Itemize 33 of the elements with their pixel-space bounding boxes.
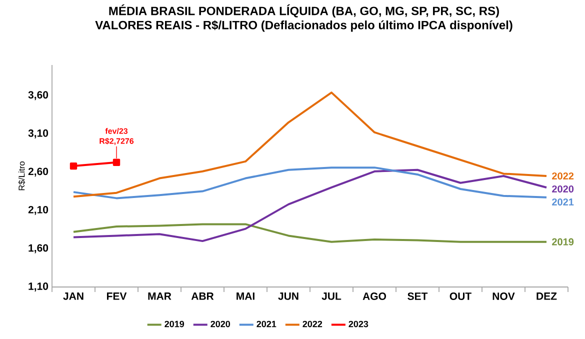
legend-label: 2020 [210, 320, 230, 328]
line-series [72, 166, 548, 200]
legend-label: 2022 [302, 320, 322, 328]
x-tick-label: MAR [148, 292, 172, 300]
x-tick-label: NOV [492, 292, 515, 300]
y-tick-label: 1,60 [28, 244, 48, 254]
annotation: fev/23 R$2,7276 [100, 128, 134, 146]
y-tick-label: 2,60 [28, 168, 48, 177]
chart-subtitle: VALORES REAIS - R$/LITRO (Deflacionados pelo último IPCA disponível) [95, 20, 512, 32]
x-tick-label: SET [408, 292, 428, 300]
text: 2020 [552, 185, 574, 193]
text: 2019 [552, 238, 574, 246]
y-axis-title: R$/Litro [18, 161, 26, 190]
chart-title: MÉDIA BRASIL PONDERADA LÍQUIDA (BA, GO, MG, SP, PR, SC, RS) [109, 4, 499, 18]
text: 2022 [552, 172, 574, 180]
legend-label: 2023 [348, 320, 368, 328]
y-tick-label: 3,60 [28, 91, 48, 100]
y-tick-label: 3,10 [28, 129, 48, 138]
x-tick-label: ABR [191, 292, 214, 300]
x-tick-label: OUT [450, 292, 472, 300]
line-series [72, 168, 548, 242]
x-tick-label: FEV [107, 292, 127, 300]
y-tick-label: 2,10 [28, 206, 48, 215]
text: 2021 [552, 198, 574, 206]
x-tick-label: AGO [362, 292, 386, 300]
x-tick-label: MAI [236, 292, 254, 300]
legend-label: 2021 [256, 320, 276, 328]
x-tick-label: JUL [322, 292, 342, 300]
legend-label: 2019 [164, 320, 184, 328]
x-tick-label: JAN [63, 292, 84, 300]
x-tick-label: JUN [278, 292, 298, 300]
x-tick-label: DEZ [536, 292, 557, 300]
y-tick-label: 1,10 [28, 282, 48, 292]
